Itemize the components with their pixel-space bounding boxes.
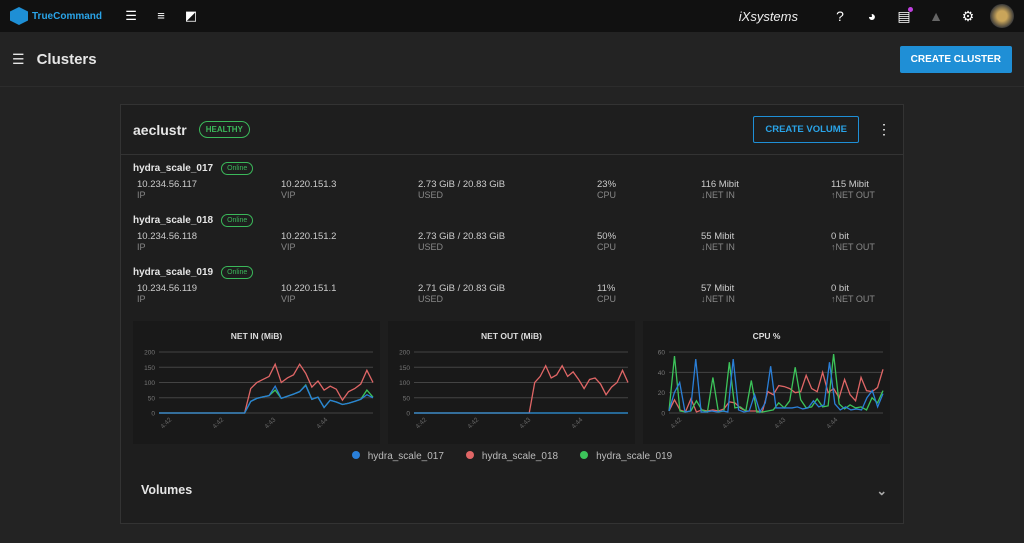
node-net_out: 0 bit ↑NET OUT — [831, 283, 875, 304]
chart-1: NET OUT (MiB) 0 50 100 150 200 4:42 4:42 4:43 4:4… — [388, 321, 635, 444]
node-status-badge: Online — [221, 161, 254, 175]
x-tick-label: 4:42 — [721, 416, 735, 430]
node-vip: 10.220.151.2 VIP — [281, 231, 337, 252]
y-tick-label: 0 — [151, 411, 155, 418]
node-row: hydra_scale_018 Online 10.234.56.118 IP 10.2… — [121, 207, 903, 259]
cluster-name: aeclustr — [133, 121, 187, 138]
node-net_in: 57 Mibit ↓NET IN — [701, 283, 735, 304]
series-line-hydra_scale_017 — [159, 384, 374, 414]
page-title: Clusters — [36, 50, 97, 68]
node-cpu: 23% CPU — [597, 179, 617, 200]
node-net_out: 115 Mibit ↑NET OUT — [831, 179, 875, 200]
status-badge: HEALTHY — [198, 121, 250, 138]
node-ip: 10.234.56.117 IP — [137, 179, 198, 200]
y-tick-label: 200 — [144, 350, 155, 357]
chart-2: CPU % 0 20 40 60 4:42 4:42 4:43 4:44 — [643, 321, 890, 444]
y-tick-label: 150 — [399, 365, 410, 372]
chart-title: CPU % — [752, 331, 781, 341]
x-tick-label: 4:44 — [825, 416, 839, 430]
y-tick-label: 200 — [399, 350, 410, 357]
x-tick-label: 4:42 — [211, 416, 225, 430]
node-cpu: 11% CPU — [597, 283, 617, 304]
y-tick-label: 50 — [403, 395, 411, 402]
y-tick-label: 0 — [661, 411, 665, 418]
clusters-icon: ☰ — [12, 50, 25, 67]
node-net_out: 0 bit ↑NET OUT — [831, 231, 875, 252]
node-vip: 10.220.151.1 VIP — [281, 283, 337, 304]
ixsystems-logo: iXsystems — [738, 8, 798, 24]
x-tick-label: 4:42 — [159, 416, 173, 430]
y-tick-label: 40 — [658, 370, 666, 377]
node-ip: 10.234.56.118 IP — [137, 231, 198, 252]
database-icon[interactable]: ≡ — [157, 8, 165, 23]
chart-0: NET IN (MiB) 0 50 100 150 200 4:42 4:42 4:43 4:44 — [133, 321, 380, 444]
page-header: ☰ Clusters CREATE CLUSTER — [0, 32, 1024, 87]
help-icon[interactable]: ? — [836, 8, 844, 24]
volumes-expander[interactable]: Volumes ⌄ — [141, 483, 887, 498]
y-tick-label: 0 — [406, 411, 410, 418]
chart-title: NET IN (MiB) — [230, 331, 283, 341]
y-tick-label: 100 — [144, 380, 155, 387]
node-name: hydra_scale_017 — [133, 162, 214, 174]
cluster-card: aeclustr HEALTHY CREATE VOLUME ⋮ hydra_s… — [120, 104, 904, 524]
legend-item[interactable]: hydra_scale_018 — [465, 451, 558, 462]
series-line-hydra_scale_018 — [414, 364, 629, 414]
node-name: hydra_scale_018 — [133, 214, 214, 226]
y-tick-label: 20 — [658, 390, 666, 397]
truecommand-logo[interactable]: TrueCommand — [10, 7, 102, 25]
x-tick-label: 4:43 — [263, 416, 277, 430]
chevron-down-icon: ⌄ — [876, 484, 887, 498]
x-tick-label: 4:44 — [570, 416, 584, 430]
node-used: 2.73 GiB / 20.83 GiB USED — [418, 179, 506, 200]
node-status-badge: Online — [221, 265, 254, 279]
y-tick-label: 60 — [658, 350, 666, 357]
legend-item[interactable]: hydra_scale_017 — [351, 451, 444, 462]
series-line-hydra_scale_019 — [159, 383, 374, 414]
node-used: 2.71 GiB / 20.83 GiB USED — [418, 283, 506, 304]
legend-dot — [351, 451, 360, 459]
series-line-hydra_scale_017 — [668, 359, 884, 414]
create-volume-button[interactable]: CREATE VOLUME — [753, 116, 859, 143]
x-tick-label: 4:43 — [518, 416, 532, 430]
chart-icon[interactable]: ◩ — [184, 8, 198, 23]
y-tick-label: 100 — [399, 380, 410, 387]
legend-dot — [580, 451, 589, 459]
x-tick-label: 4:42 — [669, 416, 683, 430]
node-cpu: 50% CPU — [597, 231, 617, 252]
node-net_in: 55 Mibit ↓NET IN — [701, 231, 735, 252]
node-row: hydra_scale_019 Online 10.234.56.119 IP 10.2… — [121, 259, 903, 311]
x-tick-label: 4:42 — [466, 416, 480, 430]
logo-icon — [10, 7, 28, 25]
x-tick-label: 4:42 — [414, 416, 428, 430]
x-tick-label: 4:44 — [315, 416, 329, 430]
node-status-badge: Online — [221, 213, 254, 227]
legend-item[interactable]: hydra_scale_019 — [580, 451, 672, 462]
news-icon[interactable]: ▤ — [895, 7, 913, 25]
avatar[interactable] — [990, 4, 1014, 28]
gear-icon[interactable]: ⚙ — [961, 8, 975, 24]
bell-icon[interactable]: ▲ — [929, 8, 943, 24]
more-options-icon[interactable]: ⋮ — [877, 121, 891, 137]
node-ip: 10.234.56.119 IP — [137, 283, 198, 304]
y-tick-label: 50 — [148, 395, 156, 402]
chart-title: NET OUT (MiB) — [481, 331, 542, 341]
x-tick-label: 4:43 — [773, 416, 787, 430]
create-cluster-button[interactable]: CREATE CLUSTER — [899, 45, 1012, 73]
node-name: hydra_scale_019 — [133, 266, 214, 278]
legend-dot — [465, 451, 474, 459]
node-used: 2.73 GiB / 20.83 GiB USED — [418, 231, 506, 252]
node-net_in: 116 Mibit ↓NET IN — [701, 179, 739, 200]
series-line-hydra_scale_018 — [159, 362, 374, 414]
node-row: hydra_scale_017 Online 10.234.56.117 IP 10.2… — [121, 155, 903, 207]
volumes-title: Volumes — [141, 483, 193, 497]
servers-icon[interactable]: ☰ — [125, 8, 137, 23]
node-vip: 10.220.151.3 VIP — [281, 179, 337, 200]
top-bar: TrueCommand ☰ ≡ ◩ iXsystems ? ◕ ▤ ▲ ⚙ — [0, 0, 1024, 32]
y-tick-label: 150 — [144, 365, 155, 372]
palette-icon[interactable]: ◕ — [867, 8, 877, 24]
